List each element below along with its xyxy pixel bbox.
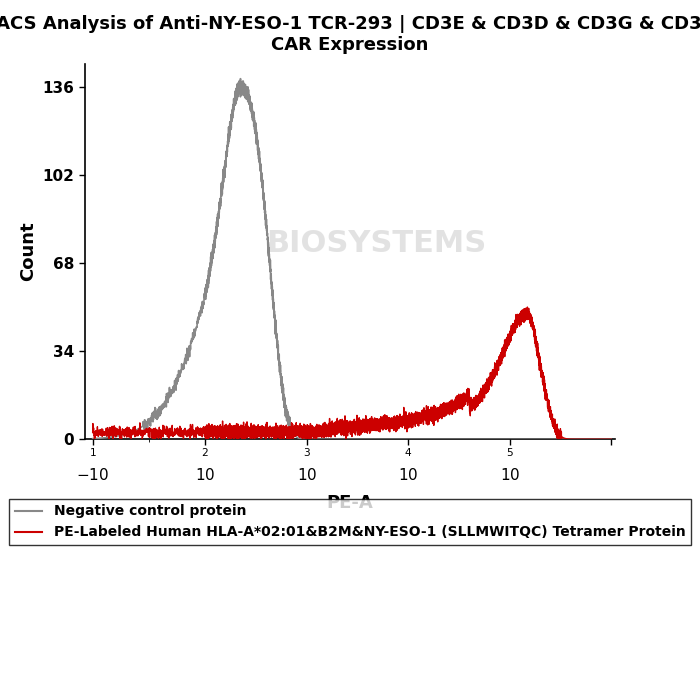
Title: FACS Analysis of Anti-NY-ESO-1 TCR-293 | CD3E & CD3D & CD3G & CD3Z
CAR Expressio: FACS Analysis of Anti-NY-ESO-1 TCR-293 |… xyxy=(0,15,700,54)
Legend: Negative control protein, PE-Labeled Human HLA-A*02:01&B2M&NY-ESO-1 (SLLMWITQC) : Negative control protein, PE-Labeled Hum… xyxy=(9,499,691,545)
Text: BIOSYSTEMS: BIOSYSTEMS xyxy=(267,230,486,258)
Y-axis label: Count: Count xyxy=(19,222,37,281)
X-axis label: PE-A: PE-A xyxy=(327,494,373,512)
